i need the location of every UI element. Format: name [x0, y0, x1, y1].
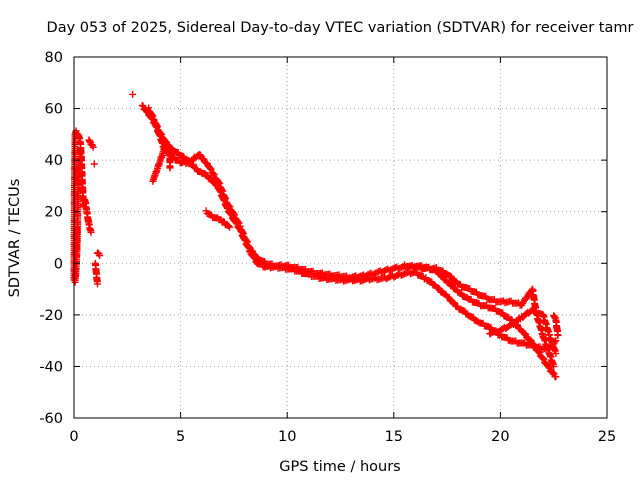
data-point	[250, 253, 258, 261]
data-point	[539, 354, 547, 362]
data-point	[206, 165, 214, 173]
y-tick-label: 20	[45, 205, 63, 221]
data-point	[226, 223, 234, 231]
data-points	[70, 90, 562, 381]
data-point	[224, 204, 232, 212]
data-point	[382, 275, 390, 283]
y-tick-label: 60	[45, 102, 63, 118]
chart-title: Day 053 of 2025, Sidereal Day-to-day VTE…	[47, 20, 634, 36]
data-point	[384, 274, 392, 282]
data-point	[210, 171, 218, 179]
data-point	[390, 273, 398, 281]
data-point	[493, 328, 501, 336]
data-point	[385, 267, 393, 275]
data-point	[87, 228, 95, 236]
data-point	[148, 111, 156, 119]
y-tick-label: -40	[39, 359, 63, 375]
data-point	[399, 271, 407, 279]
data-point	[397, 271, 405, 279]
data-point	[378, 268, 386, 276]
data-point	[387, 266, 395, 274]
data-point	[245, 244, 253, 252]
data-point	[145, 104, 153, 112]
data-point	[522, 330, 530, 338]
data-point	[251, 254, 259, 262]
x-tick-label: 15	[385, 429, 403, 445]
data-point	[228, 211, 236, 219]
data-point	[550, 362, 558, 370]
x-tick-label: 25	[598, 429, 616, 445]
data-point	[207, 165, 215, 173]
x-axis-label: GPS time / hours	[279, 459, 400, 475]
data-point	[149, 112, 157, 120]
data-point	[227, 210, 235, 218]
data-point	[552, 373, 560, 381]
data-point	[232, 219, 240, 227]
data-point	[96, 252, 104, 260]
data-point	[554, 331, 562, 339]
data-point	[388, 265, 396, 273]
data-point	[158, 131, 166, 139]
plot-frame	[73, 56, 608, 419]
data-point	[552, 350, 560, 358]
axis-ticks: 0 5 10 15 20 25 -60 -40 -20 0 20 40 60 80	[39, 50, 616, 445]
x-tick-label: 20	[491, 429, 509, 445]
data-point	[225, 222, 233, 230]
y-tick-label: 40	[45, 153, 63, 169]
data-point	[76, 146, 84, 154]
data-point	[233, 220, 241, 228]
data-point	[157, 130, 165, 138]
y-tick-label: -20	[39, 308, 63, 324]
x-tick-label: 5	[176, 429, 185, 445]
data-point	[93, 280, 101, 288]
data-point	[241, 237, 249, 245]
data-point	[241, 236, 249, 244]
data-point	[209, 170, 217, 178]
data-point	[540, 355, 548, 363]
y-tick-label: 0	[54, 256, 63, 272]
data-point	[166, 164, 174, 172]
data-point	[244, 243, 252, 251]
y-tick-label: -60	[39, 411, 63, 427]
data-point	[486, 330, 494, 338]
data-point	[487, 329, 495, 337]
data-point	[391, 272, 399, 280]
y-axis-label: SDTVAR / TECUs	[7, 179, 23, 298]
data-point	[89, 143, 97, 151]
data-point	[129, 90, 137, 98]
x-tick-label: 10	[278, 429, 296, 445]
data-point	[90, 160, 98, 168]
data-point	[379, 268, 387, 276]
data-point	[73, 223, 81, 231]
data-point	[521, 330, 529, 338]
x-tick-label: 0	[69, 429, 78, 445]
grid-lines	[74, 57, 607, 418]
y-tick-label: 80	[45, 50, 63, 66]
